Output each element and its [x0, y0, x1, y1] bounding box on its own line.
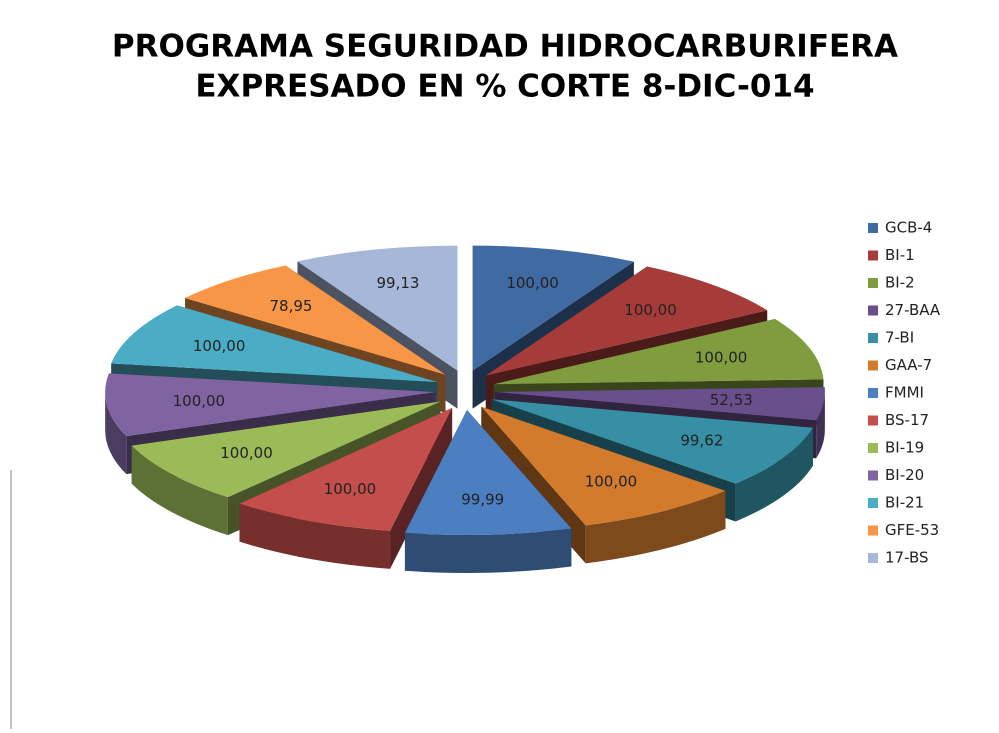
legend-label: 7-BI: [885, 329, 914, 347]
slice-rim: [585, 490, 726, 564]
data-label: 78,95: [270, 297, 313, 315]
slice-top: [111, 305, 438, 383]
legend-label: GCB-4: [885, 219, 932, 237]
slice: 100,00: [239, 408, 453, 569]
data-label: 100,00: [193, 337, 246, 355]
data-label: 100,00: [324, 480, 377, 498]
legend-label: BI-19: [885, 439, 924, 457]
slice: 99,99: [404, 409, 572, 573]
legend-label: BS-17: [885, 411, 929, 429]
slice-top: [185, 265, 446, 375]
legend-label: 27-BAA: [885, 301, 941, 319]
legend-label: BI-2: [885, 274, 915, 292]
legend-swatch: [868, 388, 878, 398]
legend-swatch: [868, 223, 878, 233]
slice-top: [297, 245, 458, 371]
data-label: 100,00: [506, 274, 559, 292]
data-label: 52,53: [710, 391, 753, 409]
slice-top: [404, 409, 572, 535]
legend-swatch: [868, 360, 878, 371]
legend-label: 17-BS: [885, 549, 929, 567]
legend-swatch: [868, 553, 878, 563]
slice-rim: [404, 528, 572, 573]
slice-top: [491, 399, 813, 484]
legend-label: BI-1: [885, 246, 915, 264]
legend-swatch: [868, 498, 878, 508]
legend-swatch: [868, 278, 878, 288]
slice-top: [131, 401, 441, 498]
slice-top: [472, 245, 634, 371]
legend-label: GAA-7: [885, 356, 932, 374]
legend-swatch: [868, 415, 878, 426]
slice-top: [485, 266, 768, 376]
data-label: 100,00: [585, 473, 638, 491]
data-label: 99,62: [680, 432, 723, 450]
chart-title: PROGRAMA SEGURIDAD HIDROCARBURIFERA: [112, 29, 898, 65]
data-label: 99,99: [461, 490, 504, 508]
legend-swatch: [868, 443, 878, 453]
legend-swatch: [868, 470, 878, 481]
data-label: 100,00: [220, 444, 273, 462]
slice-rim: [735, 427, 813, 522]
slice-rim: [105, 392, 127, 475]
slice-top: [493, 318, 824, 385]
slice-top: [105, 373, 436, 437]
slice-top: [239, 408, 453, 531]
data-label: 100,00: [624, 301, 677, 319]
slice-top: [494, 387, 825, 421]
legend-swatch: [868, 333, 878, 343]
legend-label: GFE-53: [885, 521, 939, 539]
slice-rim: [131, 445, 228, 536]
slice-rim: [239, 503, 391, 569]
slice-rim: [816, 391, 825, 459]
data-label: 100,00: [695, 349, 748, 367]
legend-swatch: [868, 250, 878, 261]
legend-swatch: [868, 525, 878, 536]
data-label: 100,00: [173, 392, 226, 410]
legend-label: FMMI: [885, 384, 924, 402]
chart-title: EXPRESADO EN % CORTE 8-DIC-014: [195, 69, 814, 105]
slice-top: [481, 406, 726, 526]
legend-label: BI-21: [885, 494, 924, 512]
data-label: 99,13: [377, 274, 420, 292]
legend-label: BI-20: [885, 466, 924, 484]
legend-swatch: [868, 305, 878, 316]
